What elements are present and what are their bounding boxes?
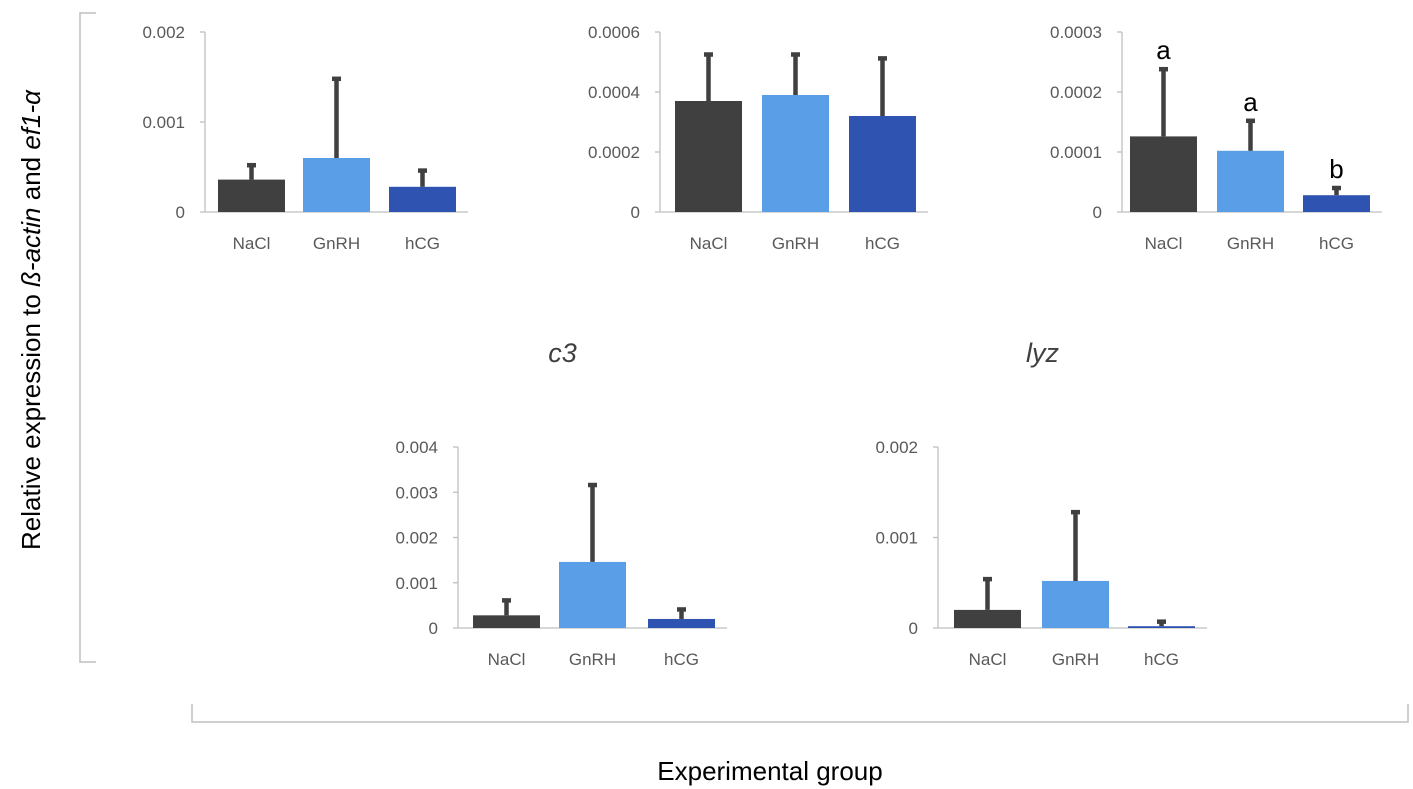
chart-panel-1: 0 0.001 0.002 NaCl GnRH hCG (142, 23, 468, 253)
chart-panel-5: lyz 0 0.001 0.002 NaCl GnRH hCG (875, 338, 1207, 669)
bar-nacl (954, 609, 1021, 628)
category-label: NaCl (233, 234, 271, 253)
category-label: NaCl (969, 650, 1007, 669)
bar-hcg (1303, 195, 1370, 212)
y-tick-label: 0.0002 (1050, 83, 1102, 102)
category-label: hCG (1144, 650, 1179, 669)
y-tick-label: 0.002 (142, 23, 185, 42)
y-tick-label: 0.001 (395, 574, 438, 593)
category-label: NaCl (1145, 234, 1183, 253)
chart-panel-4: c3 0 0.001 0.002 0.003 0.004 NaCl GnRH hCG (395, 338, 727, 669)
bar-nacl (1130, 136, 1197, 212)
bar-hcg (389, 186, 456, 212)
y-tick-label: 0.001 (875, 529, 918, 548)
category-label: GnRH (569, 650, 616, 669)
y-axis-title-joiner: and (16, 150, 46, 208)
y-tick-label: 0.001 (142, 113, 185, 132)
y-tick-label: 0.004 (395, 438, 438, 457)
category-label: GnRH (313, 234, 360, 253)
category-label: NaCl (488, 650, 526, 669)
y-axis-title-prefix: Relative expression to (16, 287, 46, 550)
significance-letter: a (1156, 35, 1171, 65)
x-axis-title: Experimental group (657, 756, 882, 786)
y-tick-label: 0.0001 (1050, 143, 1102, 162)
category-label: hCG (865, 234, 900, 253)
bar-nacl (473, 615, 540, 628)
y-tick-label: 0.002 (875, 438, 918, 457)
bar-nacl (675, 101, 742, 212)
category-label: GnRH (1052, 650, 1099, 669)
chart-title: c3 (548, 338, 577, 368)
y-tick-label: 0 (1093, 203, 1102, 222)
bar-gnrh (1042, 580, 1109, 628)
y-tick-label: 0 (909, 619, 918, 638)
category-label: hCG (405, 234, 440, 253)
category-label: GnRH (1227, 234, 1274, 253)
category-label: GnRH (772, 234, 819, 253)
category-label: hCG (664, 650, 699, 669)
bar-gnrh (1217, 150, 1284, 212)
significance-letter: a (1243, 87, 1258, 117)
y-bracket (79, 12, 96, 663)
bar-hcg (849, 116, 916, 212)
x-bracket (191, 704, 1409, 723)
y-tick-label: 0 (429, 619, 438, 638)
category-label: NaCl (690, 234, 728, 253)
y-tick-label: 0.003 (395, 483, 438, 502)
y-tick-label: 0.0004 (588, 83, 640, 102)
significance-letter: b (1329, 154, 1343, 184)
y-tick-label: 0.0003 (1050, 23, 1102, 42)
chart-panels: 0 0.001 0.002 NaCl GnRH hCG 0 0.0002 0.0004 0.000… (142, 23, 1382, 669)
y-tick-label: 0 (631, 203, 640, 222)
y-tick-label: 0.0002 (588, 143, 640, 162)
bar-nacl (218, 179, 285, 212)
chart-panel-2: 0 0.0002 0.0004 0.0006 NaCl GnRH hCG (588, 23, 928, 253)
chart-title: lyz (1026, 338, 1059, 368)
y-tick-label: 0.002 (395, 529, 438, 548)
bar-hcg (648, 618, 715, 628)
y-axis-title-gene1: ß-actin (16, 207, 46, 286)
y-tick-label: 0 (176, 203, 185, 222)
y-axis-title: Relative expression to ß-actin and ef1-α (16, 89, 46, 550)
bar-gnrh (762, 95, 829, 212)
bar-hcg (1128, 626, 1195, 628)
bar-gnrh (559, 561, 626, 628)
bar-gnrh (303, 158, 370, 212)
category-label: hCG (1319, 234, 1354, 253)
y-tick-label: 0.0006 (588, 23, 640, 42)
chart-panel-3: 0 0.0001 0.0002 0.0003 NaCl a GnRH a hCG b (1050, 23, 1382, 253)
y-axis-title-gene2: ef1-α (16, 89, 46, 150)
